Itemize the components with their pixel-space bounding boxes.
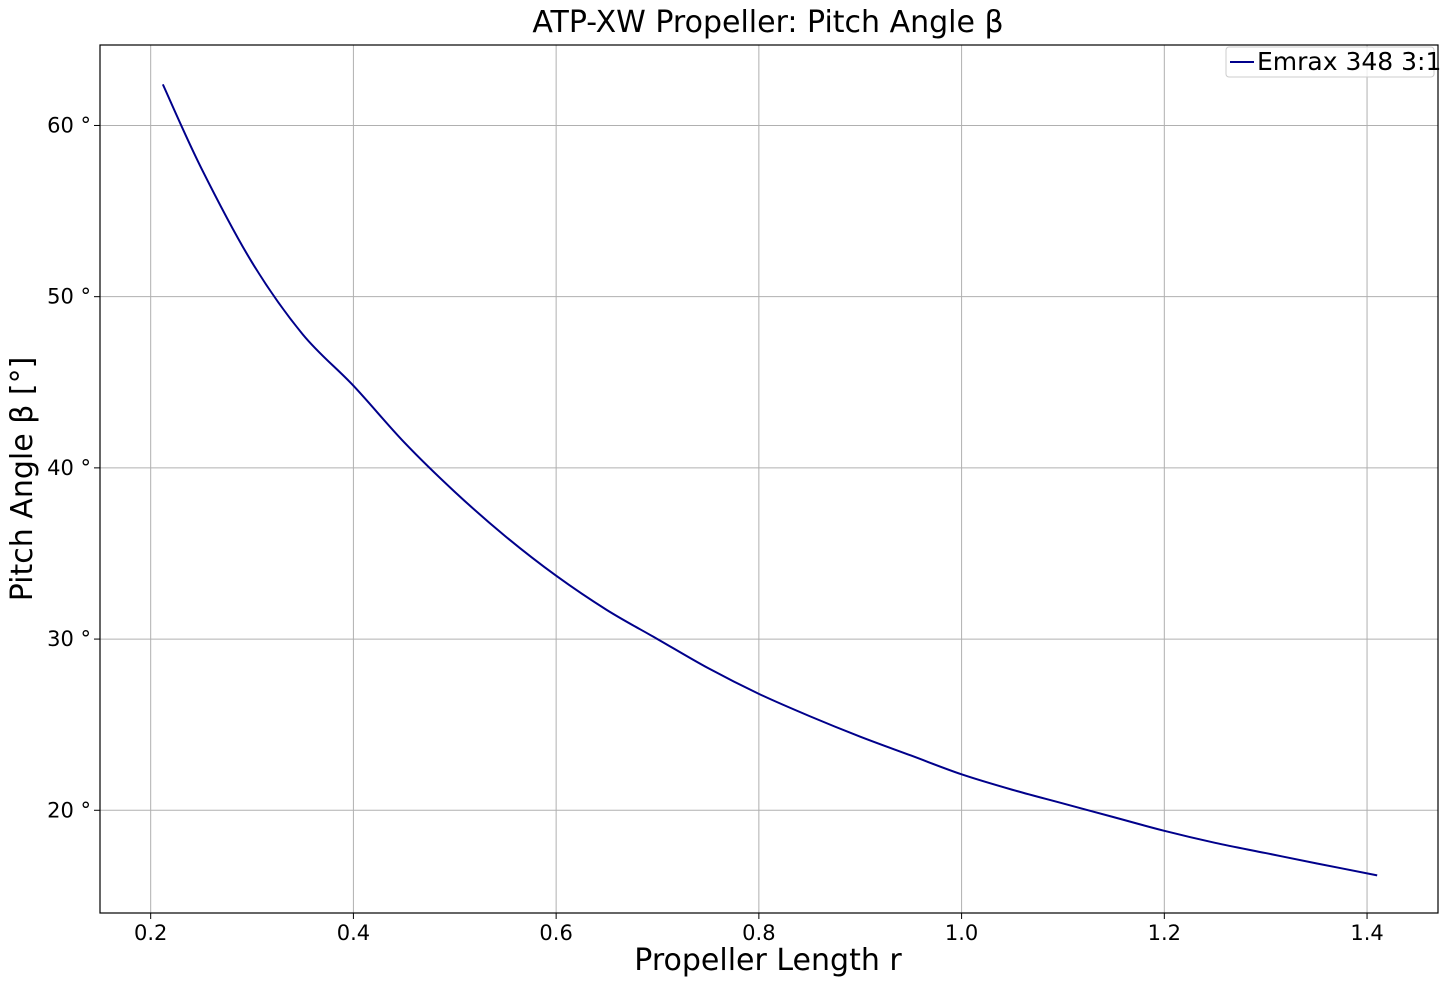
series-line-emrax-348 xyxy=(161,83,1378,877)
y-tick-label: 40 ° xyxy=(47,456,91,480)
x-tick-label: 1.0 xyxy=(945,921,978,945)
grid xyxy=(100,45,1438,913)
x-tick-label: 0.8 xyxy=(742,921,775,945)
x-tick-label: 1.2 xyxy=(1148,921,1181,945)
chart-title: ATP-XW Propeller: Pitch Angle β xyxy=(532,5,1003,40)
y-tick-label: 60 ° xyxy=(47,113,91,137)
axis-ticks: 0.2 0.4 0.6 0.8 1.0 1.2 1.4 20 ° 30 ° 40 ° 50 ° 60 … xyxy=(47,113,1384,945)
legend-label: Emrax 348 3:1 xyxy=(1257,47,1441,76)
legend-box xyxy=(1225,46,1435,78)
series-layer xyxy=(161,83,1378,877)
y-tick-label: 50 ° xyxy=(47,285,91,309)
legend: Emrax 348 3:1 xyxy=(1225,46,1441,78)
x-tick-label: 0.6 xyxy=(539,921,572,945)
plot-frame xyxy=(99,44,1439,914)
y-tick-label: 20 ° xyxy=(47,798,91,822)
x-tick-label: 0.4 xyxy=(337,921,370,945)
x-tick-label: 0.2 xyxy=(134,921,167,945)
x-tick-label: 1.4 xyxy=(1350,921,1383,945)
y-axis-title: Pitch Angle β [°] xyxy=(5,357,40,602)
x-axis-title: Propeller Length r xyxy=(634,943,902,978)
y-tick-label: 30 ° xyxy=(47,627,91,651)
